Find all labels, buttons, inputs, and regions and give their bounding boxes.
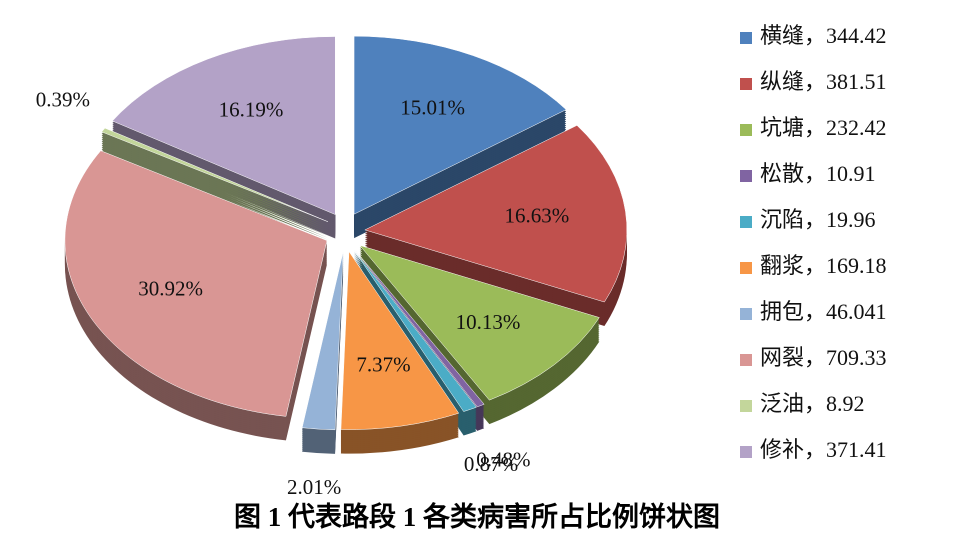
slice — [359, 244, 600, 401]
value-label: 7.37% — [356, 353, 410, 377]
slice — [353, 249, 477, 412]
chart-title: 图 1 代表路段 1 各类病害所占比例饼状图 — [234, 501, 720, 532]
slice — [340, 250, 460, 430]
slice — [64, 150, 328, 417]
value-label: 30.92% — [138, 277, 203, 301]
slice — [101, 127, 328, 222]
legend-label: 网裂，709.33 — [760, 345, 887, 370]
legend-label: 沉陷，19.96 — [760, 207, 876, 232]
legend-swatch — [740, 124, 752, 136]
legend-swatch — [740, 78, 752, 90]
legend-swatch — [740, 308, 752, 320]
legend-swatch — [740, 216, 752, 228]
legend-swatch — [740, 262, 752, 274]
value-label: 16.19% — [219, 98, 284, 122]
legend-label: 坑塘，232.42 — [760, 115, 887, 140]
slice — [111, 36, 336, 215]
slice — [364, 125, 628, 303]
legend-swatch — [740, 400, 752, 412]
legend-label: 泛油，8.92 — [760, 391, 865, 416]
value-label: 2.01% — [287, 475, 341, 499]
slice — [353, 35, 567, 215]
value-label: 15.01% — [400, 95, 465, 119]
legend-label: 修补，371.41 — [760, 437, 887, 462]
legend-swatch — [740, 354, 752, 366]
legend-swatch — [740, 170, 752, 182]
legend-swatch — [740, 32, 752, 44]
legend-label: 纵缝，381.51 — [760, 69, 887, 94]
slice — [354, 249, 485, 408]
value-label: 0.87% — [464, 452, 518, 476]
legend-label: 横缝，344.42 — [760, 23, 887, 48]
legend-label: 松散，10.91 — [760, 161, 876, 186]
value-label: 0.39% — [36, 87, 90, 111]
legend-swatch — [740, 446, 752, 458]
legend-label: 翻浆，169.18 — [760, 253, 887, 278]
legend-label: 拥包，46.041 — [760, 299, 887, 324]
value-label: 16.63% — [504, 203, 569, 227]
slice — [301, 251, 344, 431]
value-label: 10.13% — [456, 310, 521, 334]
value-label: 0.48% — [476, 447, 530, 471]
